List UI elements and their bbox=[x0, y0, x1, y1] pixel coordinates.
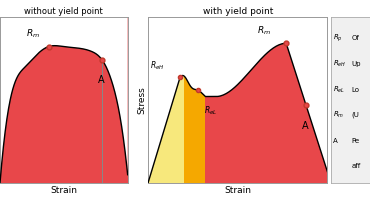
Text: $R_{eH}$: $R_{eH}$ bbox=[333, 59, 346, 69]
Text: Lo: Lo bbox=[352, 87, 359, 93]
X-axis label: Strain: Strain bbox=[224, 186, 251, 195]
Text: $R_{eL}$: $R_{eL}$ bbox=[204, 105, 217, 117]
Title: with yield point: with yield point bbox=[202, 7, 273, 16]
Text: $R_m$: $R_m$ bbox=[258, 24, 272, 37]
Text: Of: Of bbox=[352, 35, 359, 41]
Polygon shape bbox=[148, 17, 327, 183]
Text: $R_m$: $R_m$ bbox=[26, 28, 40, 40]
Text: $R_{eH}$: $R_{eH}$ bbox=[150, 59, 164, 72]
Text: Up: Up bbox=[352, 61, 361, 67]
Text: A: A bbox=[98, 75, 105, 85]
Text: (U: (U bbox=[352, 112, 359, 118]
Polygon shape bbox=[0, 17, 128, 183]
Bar bbox=[148, 17, 184, 183]
Text: $R_m$: $R_m$ bbox=[333, 110, 344, 120]
Text: $R_p$: $R_p$ bbox=[333, 32, 343, 44]
Text: Pe: Pe bbox=[352, 138, 360, 144]
Title: without yield point: without yield point bbox=[24, 7, 103, 16]
Bar bbox=[184, 17, 205, 183]
X-axis label: Strain: Strain bbox=[50, 186, 77, 195]
Y-axis label: Stress: Stress bbox=[138, 86, 147, 114]
Text: A: A bbox=[302, 121, 309, 131]
Text: A: A bbox=[333, 138, 337, 144]
Bar bbox=[205, 17, 327, 183]
Text: aff: aff bbox=[352, 163, 361, 169]
Text: $R_{eL}$: $R_{eL}$ bbox=[333, 84, 345, 95]
